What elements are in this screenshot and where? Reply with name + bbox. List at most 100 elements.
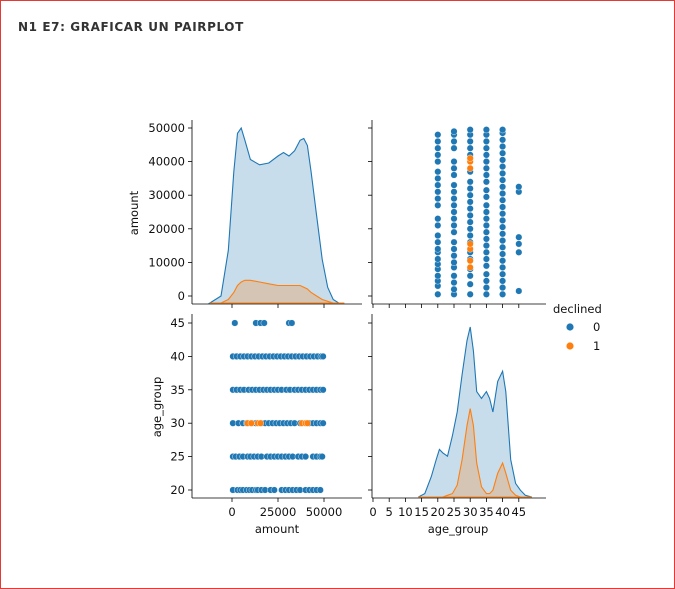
point-age-amount-declined-0	[450, 221, 458, 229]
point-age-amount-declined-0	[466, 280, 474, 288]
point-age-amount-declined-0	[434, 231, 442, 239]
point-age-amount-declined-0	[450, 252, 458, 260]
point-age-amount-declined-0	[450, 228, 458, 236]
point-age-amount-declined-0	[499, 149, 507, 157]
point-age-amount-declined-0	[466, 225, 474, 233]
point-age-amount-declined-0	[499, 126, 507, 134]
point-age-amount-declined-0	[434, 174, 442, 182]
point-age-amount-declined-0	[466, 211, 474, 219]
point-amount-age-declined-0	[316, 486, 324, 494]
point-age-amount-declined-0	[450, 245, 458, 253]
x-tick-label-age: 35	[479, 505, 494, 519]
legend-marker-0	[566, 323, 574, 331]
y-tick-label-amount: 0	[178, 289, 185, 303]
x-tick-label-age: 5	[386, 505, 393, 519]
point-amount-age-declined-0	[270, 486, 278, 494]
point-amount-age-declined-0	[231, 319, 239, 327]
point-age-amount-declined-0	[466, 126, 474, 134]
point-amount-age-declined-0	[319, 386, 327, 394]
point-age-amount-declined-0	[482, 126, 490, 134]
kde-amount-series-0	[207, 126, 345, 304]
kde-age-group-series-1	[418, 408, 532, 498]
y-axis-label-age-group: age_group	[150, 377, 164, 438]
point-age-amount-declined-0	[499, 136, 507, 144]
page-title: N1 E7: GRAFICAR UN PAIRPLOT	[18, 20, 244, 34]
point-age-amount-declined-0	[499, 263, 507, 271]
point-age-amount-declined-0	[499, 169, 507, 177]
point-age-amount-declined-0	[499, 243, 507, 251]
point-age-amount-declined-0	[515, 233, 523, 241]
point-age-amount-declined-0	[434, 168, 442, 176]
kde-age-group-series-0	[418, 326, 532, 498]
point-age-amount-declined-0	[482, 277, 490, 285]
point-age-amount-declined-0	[499, 270, 507, 278]
point-age-amount-declined-1	[466, 263, 474, 271]
point-age-amount-declined-0	[450, 238, 458, 246]
point-age-amount-declined-0	[450, 164, 458, 172]
point-age-amount-declined-0	[499, 196, 507, 204]
point-age-amount-declined-0	[434, 151, 442, 159]
point-age-amount-declined-0	[434, 290, 442, 298]
point-age-amount-declined-0	[499, 277, 507, 285]
point-age-amount-declined-0	[482, 164, 490, 172]
point-amount-age-declined-0	[318, 453, 326, 461]
point-age-amount-declined-0	[434, 181, 442, 189]
point-age-amount-declined-0	[450, 279, 458, 287]
legend-label-0: 0	[593, 320, 600, 334]
point-amount-age-declined-0	[288, 319, 296, 327]
x-tick-label-amount: 50000	[306, 505, 343, 519]
y-tick-label-age: 30	[170, 416, 185, 430]
point-age-amount-declined-0	[466, 231, 474, 239]
point-age-amount-declined-0	[482, 228, 490, 236]
point-age-amount-declined-0	[450, 127, 458, 135]
point-age-amount-declined-0	[450, 188, 458, 196]
point-age-amount-declined-0	[482, 137, 490, 145]
y-tick-label-age: 35	[170, 383, 185, 397]
point-age-amount-declined-0	[499, 176, 507, 184]
point-age-amount-declined-0	[450, 215, 458, 223]
x-tick-label-age: 15	[414, 505, 429, 519]
x-axis-label-amount: amount	[255, 522, 300, 536]
point-age-amount-declined-0	[450, 181, 458, 189]
x-tick-label-amount: 25000	[260, 505, 297, 519]
x-tick-label-amount: 0	[228, 505, 235, 519]
point-age-amount-declined-0	[482, 284, 490, 292]
point-age-amount-declined-0	[482, 242, 490, 250]
point-age-amount-declined-0	[434, 195, 442, 203]
legend-marker-1	[566, 342, 574, 350]
y-tick-label-age: 40	[170, 349, 185, 363]
point-age-amount-declined-0	[450, 272, 458, 280]
point-age-amount-declined-0	[434, 245, 442, 253]
y-tick-label-amount: 30000	[148, 188, 185, 202]
point-age-amount-declined-0	[434, 188, 442, 196]
point-age-amount-declined-0	[434, 238, 442, 246]
point-amount-age-declined-0	[319, 419, 327, 427]
point-age-amount-declined-0	[482, 235, 490, 243]
point-age-amount-declined-0	[466, 178, 474, 186]
point-age-amount-declined-0	[466, 191, 474, 199]
point-age-amount-declined-0	[482, 248, 490, 256]
point-amount-age-declined-0	[302, 453, 310, 461]
point-age-amount-declined-0	[482, 186, 490, 194]
point-age-amount-declined-0	[434, 255, 442, 263]
point-age-amount-declined-0	[482, 178, 490, 186]
point-age-amount-declined-0	[466, 198, 474, 206]
point-age-amount-declined-0	[466, 184, 474, 192]
point-age-amount-declined-0	[450, 258, 458, 266]
point-age-amount-declined-0	[482, 255, 490, 263]
point-age-amount-declined-0	[466, 205, 474, 213]
point-age-amount-declined-0	[515, 248, 523, 256]
kde-amount-series-1	[209, 279, 345, 304]
point-age-amount-declined-0	[499, 237, 507, 245]
y-tick-label-age: 25	[170, 450, 185, 464]
point-amount-age-declined-1	[303, 419, 311, 427]
point-age-amount-declined-0	[499, 257, 507, 265]
point-age-amount-declined-0	[499, 210, 507, 218]
point-age-amount-declined-0	[482, 193, 490, 201]
point-age-amount-declined-0	[482, 158, 490, 166]
point-age-amount-declined-0	[450, 285, 458, 293]
point-age-amount-declined-1	[466, 164, 474, 172]
point-amount-age-declined-1	[257, 419, 265, 427]
